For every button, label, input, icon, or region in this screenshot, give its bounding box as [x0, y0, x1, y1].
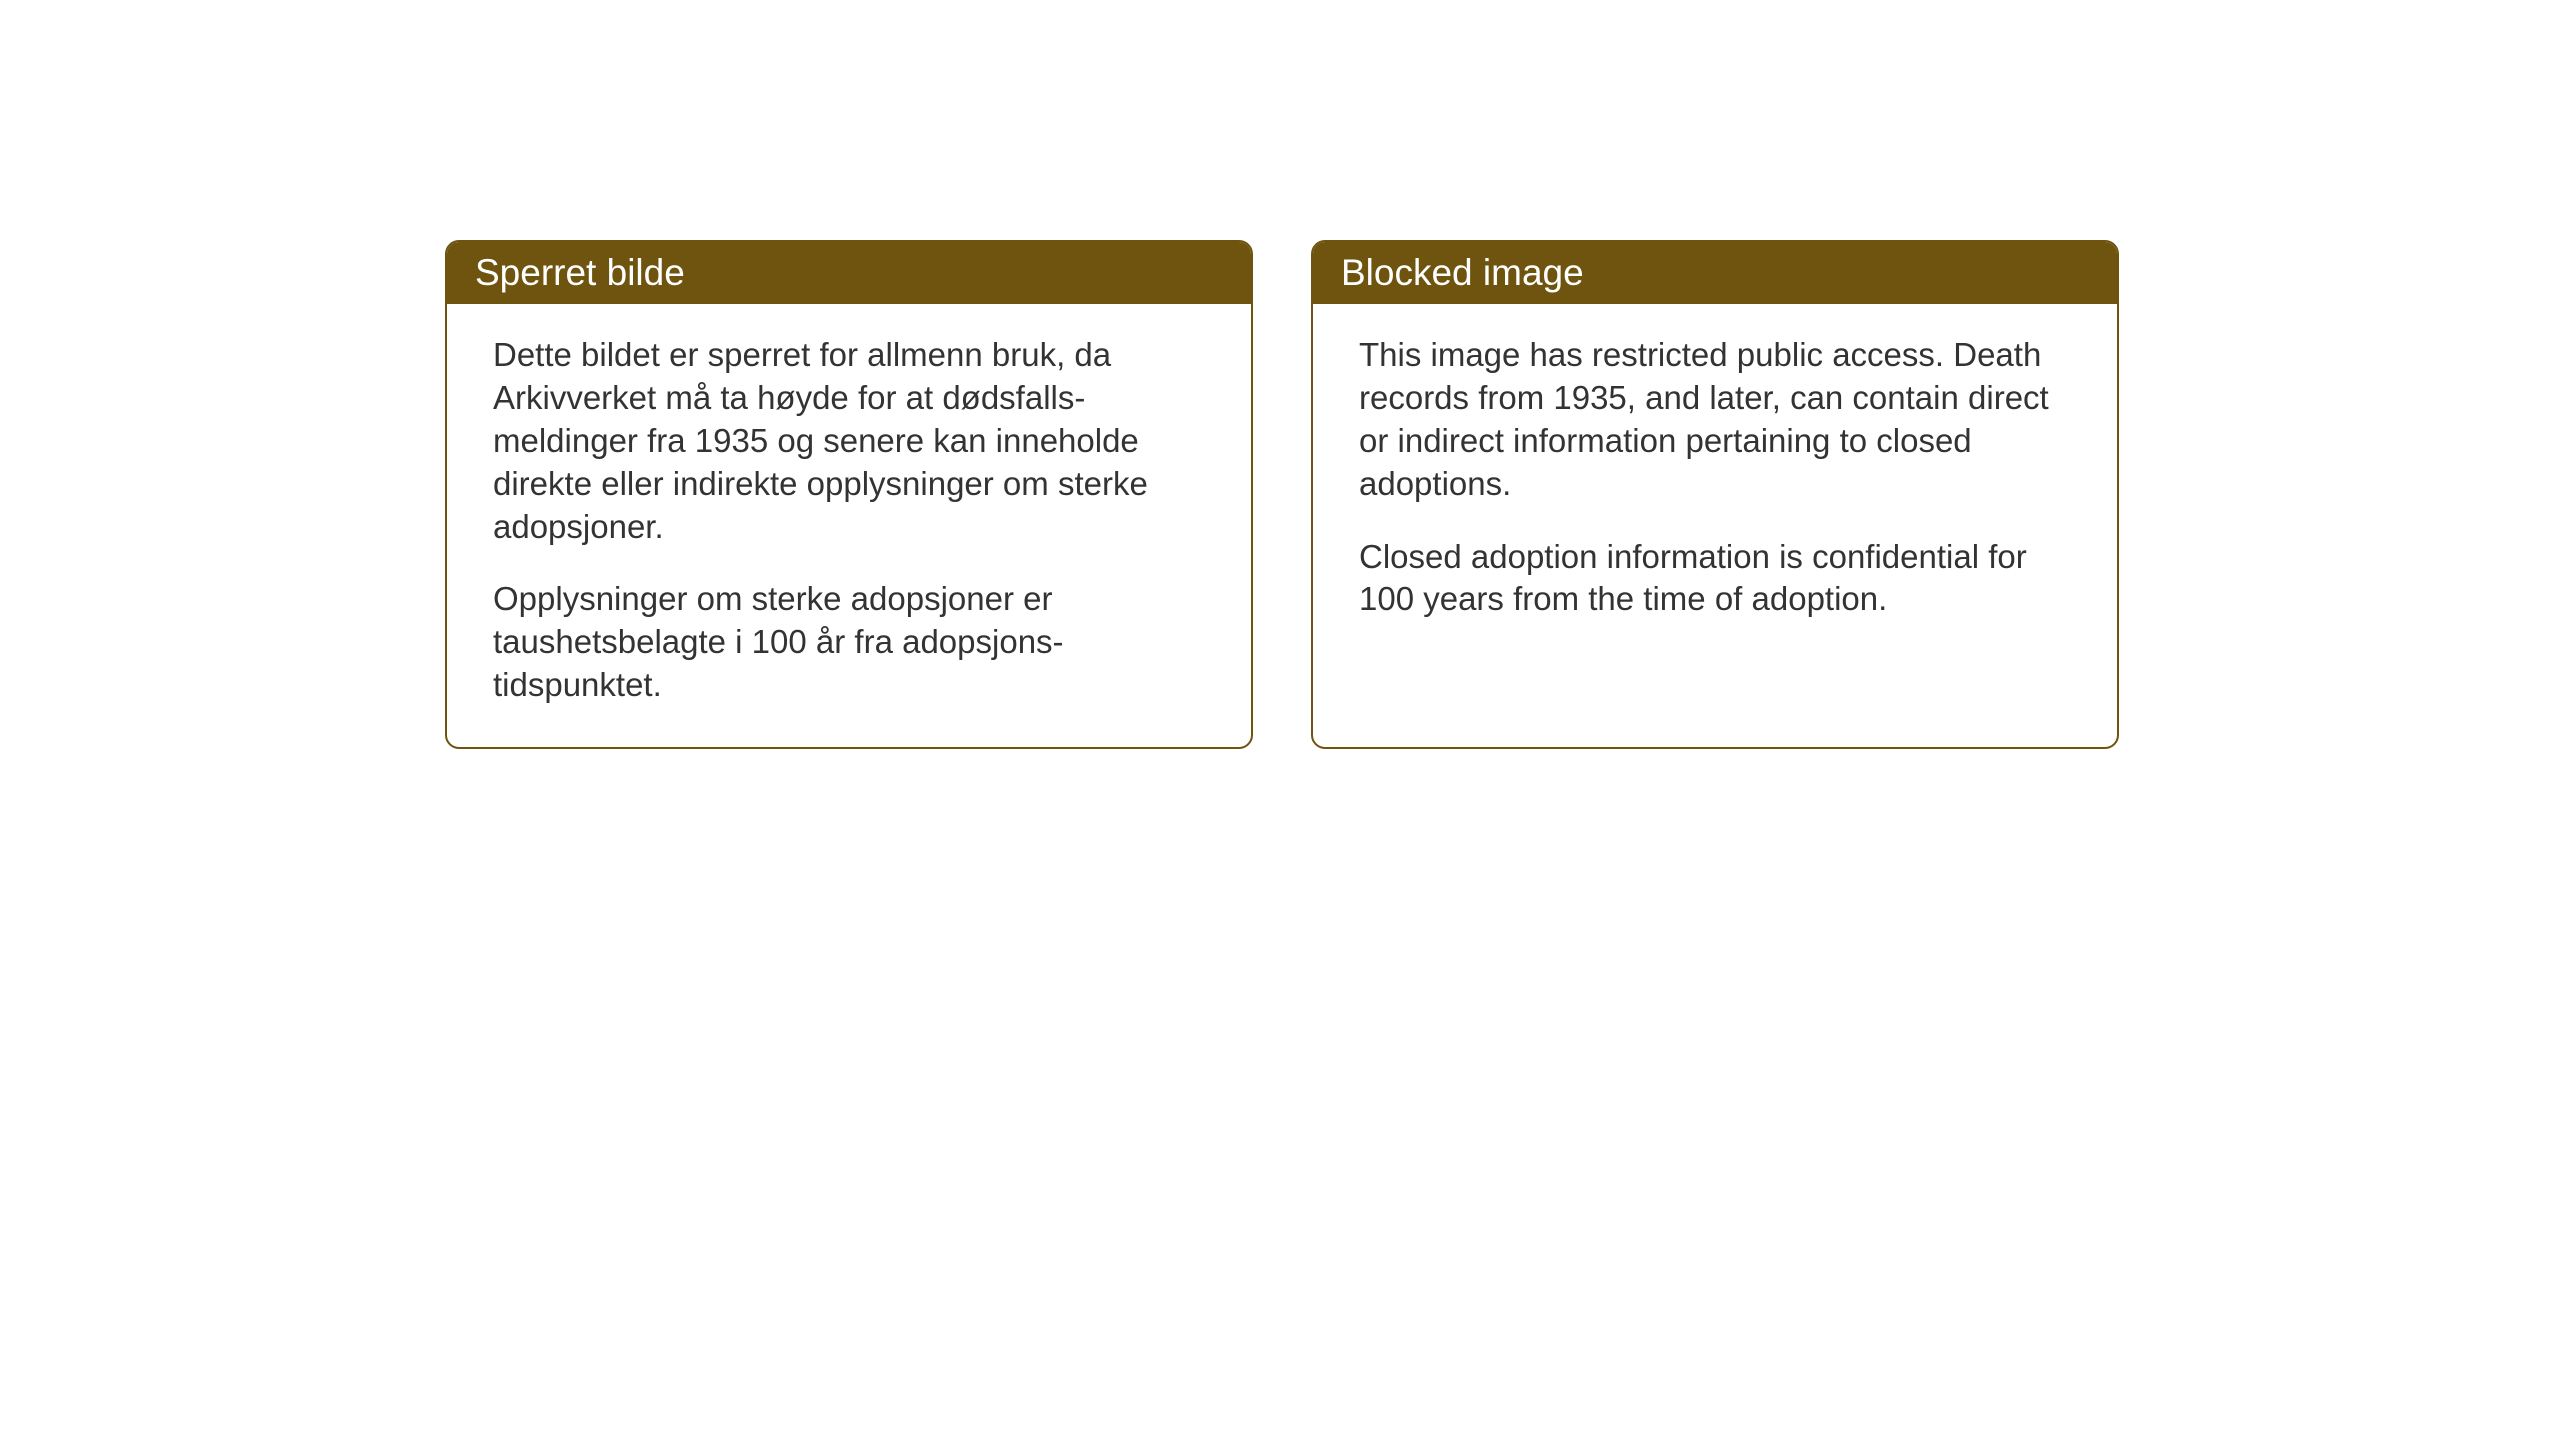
card-title-norwegian: Sperret bilde: [475, 252, 685, 293]
card-paragraph-1-english: This image has restricted public access.…: [1359, 334, 2071, 506]
notice-card-english: Blocked image This image has restricted …: [1311, 240, 2119, 749]
card-header-norwegian: Sperret bilde: [447, 242, 1251, 304]
card-paragraph-2-english: Closed adoption information is confident…: [1359, 536, 2071, 622]
card-body-norwegian: Dette bildet er sperret for allmenn bruk…: [447, 304, 1251, 747]
card-paragraph-2-norwegian: Opplysninger om sterke adopsjoner er tau…: [493, 578, 1205, 707]
notice-container: Sperret bilde Dette bildet er sperret fo…: [445, 240, 2119, 749]
card-body-english: This image has restricted public access.…: [1313, 304, 2117, 661]
card-header-english: Blocked image: [1313, 242, 2117, 304]
card-paragraph-1-norwegian: Dette bildet er sperret for allmenn bruk…: [493, 334, 1205, 548]
notice-card-norwegian: Sperret bilde Dette bildet er sperret fo…: [445, 240, 1253, 749]
card-title-english: Blocked image: [1341, 252, 1584, 293]
